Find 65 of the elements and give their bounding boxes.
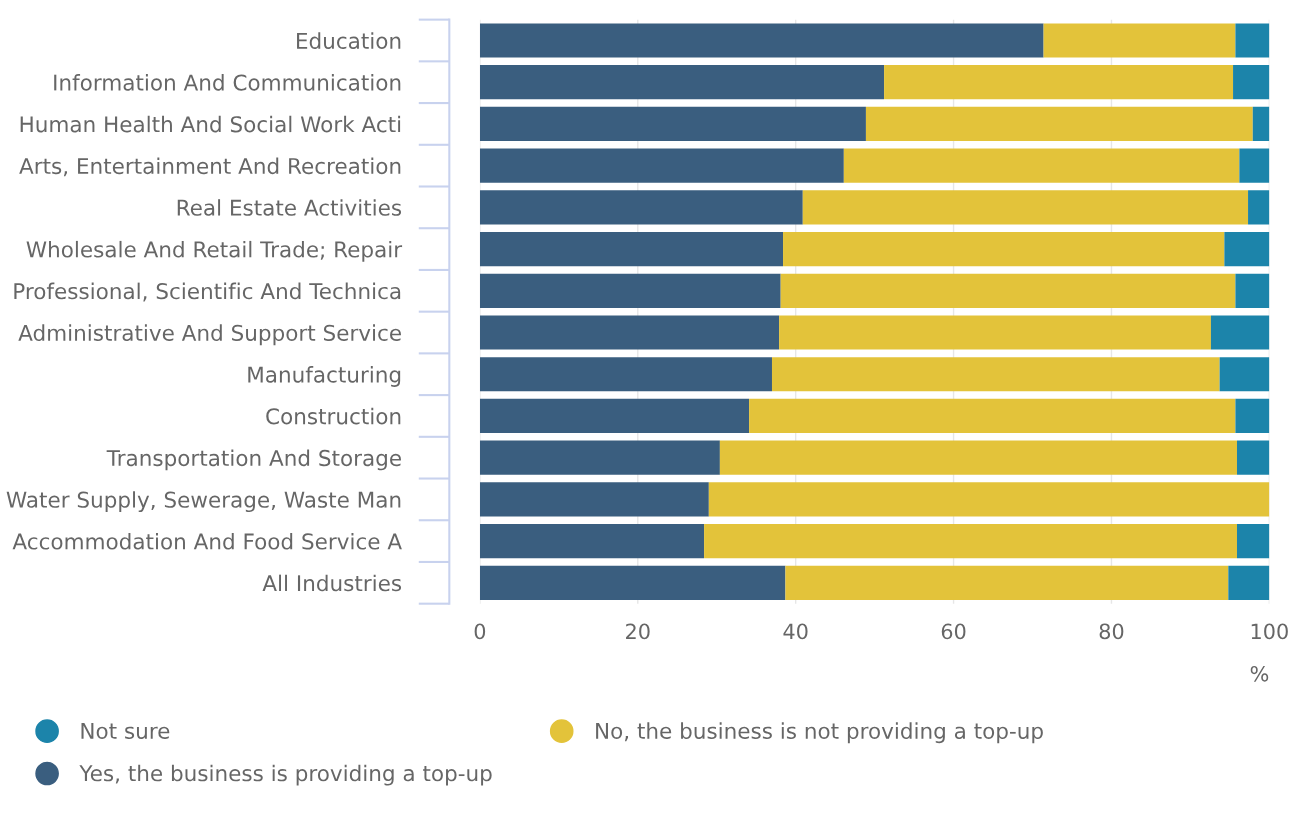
- y-tick-label: Real Estate Activities: [177, 199, 402, 216]
- x-tick-label: 20: [626, 623, 650, 640]
- y-tick-label: Accommodation And Food Service A: [12, 532, 402, 550]
- x-tick-label: 0: [474, 623, 486, 640]
- y-tick-label: Administrative And Support Service: [18, 324, 401, 346]
- y-tick-label: Construction: [266, 407, 401, 425]
- y-tick-label: Manufacturing: [248, 366, 401, 387]
- bar: [479, 524, 705, 559]
- bar: [719, 440, 1237, 475]
- bar: [779, 315, 1211, 350]
- x-tick-label: 60: [941, 623, 966, 640]
- bar: [479, 440, 720, 475]
- bar: [1252, 106, 1270, 142]
- bar: [771, 357, 1220, 392]
- bar: [704, 524, 1237, 559]
- bar: [1228, 565, 1270, 600]
- y-tick-label: Human Health And Social Work Acti: [20, 115, 401, 133]
- bar: [1043, 23, 1236, 58]
- bar: [1236, 440, 1270, 475]
- bar: [1210, 315, 1270, 350]
- bar: [1219, 357, 1270, 392]
- bar: [479, 565, 786, 600]
- bar: [479, 190, 803, 225]
- bar: [783, 231, 1225, 267]
- bar: [802, 190, 1249, 225]
- bar: [749, 398, 1236, 434]
- y-tick-label: All Industries: [262, 574, 402, 592]
- bar: [479, 231, 784, 267]
- bar: [843, 148, 1240, 183]
- y-tick-label: Arts, Entertainment And Recreation: [19, 157, 401, 177]
- bar: [865, 106, 1253, 142]
- bar: [479, 482, 709, 517]
- y-tick-label: Transportation And Storage: [106, 449, 401, 471]
- bar: [1235, 23, 1270, 58]
- x-tick-label: 100: [1251, 623, 1288, 640]
- legend-label: Not sure: [81, 723, 170, 740]
- bar: [479, 398, 750, 434]
- bar: [479, 106, 866, 142]
- bar: [708, 482, 1270, 517]
- y-tick-label: Professional, Scientific And Technica: [14, 282, 401, 302]
- legend-label: No, the business is not providing a top-up: [596, 722, 1043, 744]
- bar: [1236, 524, 1270, 559]
- bar: [479, 273, 781, 308]
- legend-label: Yes, the business is providing a top-up: [79, 764, 492, 786]
- bar: [780, 273, 1236, 308]
- x-axis-title: %: [1250, 665, 1269, 682]
- y-tick-label: Wholesale And Retail Trade; Repair: [26, 240, 403, 262]
- bar: [1239, 148, 1270, 183]
- y-tick-label: Water Supply, Sewerage, Waste Man: [6, 491, 401, 513]
- bar: [479, 23, 1044, 58]
- bar: [1235, 398, 1270, 434]
- bar: [479, 357, 772, 392]
- bar: [479, 315, 780, 350]
- bar: [884, 65, 1234, 100]
- bar: [1248, 190, 1270, 225]
- bar: [1224, 231, 1270, 267]
- x-tick-label: 80: [1099, 623, 1124, 640]
- bar: [1233, 65, 1270, 100]
- bar: [1235, 273, 1270, 308]
- y-tick-label: Education: [297, 32, 401, 49]
- bar: [479, 148, 844, 183]
- bar: [785, 565, 1229, 600]
- y-tick-label: Information And Communication: [54, 74, 401, 91]
- x-tick-label: 40: [783, 623, 808, 640]
- bar: [479, 65, 885, 100]
